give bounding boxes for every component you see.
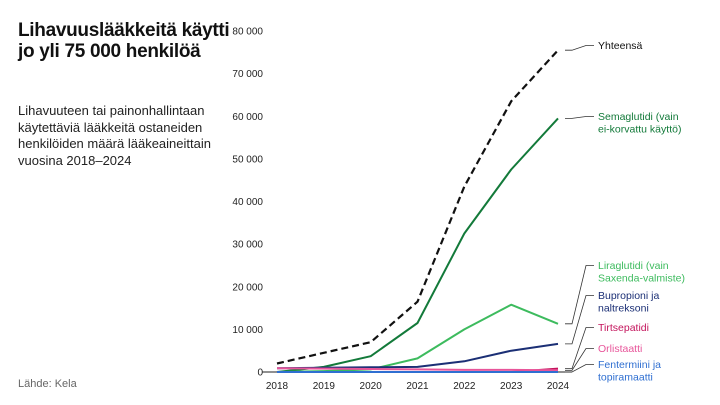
series-label-semaglutide: Semaglutidi (vain ei-korvattu käyttö) bbox=[598, 111, 681, 136]
x-tick-label: 2021 bbox=[406, 381, 429, 392]
series-label-line: Tirtsepatidi bbox=[598, 322, 649, 334]
series-label-line: Liraglutidi (vain bbox=[598, 260, 669, 272]
x-tick-label: 2024 bbox=[547, 381, 570, 392]
leader-line-orlistat bbox=[565, 348, 594, 371]
x-tick-label: 2018 bbox=[266, 381, 289, 392]
series-label-line: Orlistaatti bbox=[598, 343, 642, 355]
y-tick-label: 0 bbox=[257, 368, 263, 379]
series-label-line: Saxenda-valmiste) bbox=[598, 273, 685, 285]
x-tick-label: 2022 bbox=[453, 381, 476, 392]
series-line-bupropion bbox=[276, 342, 559, 370]
leader-line-liraglutide bbox=[565, 265, 594, 325]
y-tick-label: 20 000 bbox=[232, 282, 263, 293]
y-tick-label: 80 000 bbox=[232, 27, 263, 38]
label-layer: Yhteensä Semaglutidi (vain ei-korvattu käy… bbox=[565, 40, 685, 384]
axis-layer: 0 10 000 20 000 30 000 40 000 50 000 60 000 70 … bbox=[232, 27, 572, 392]
leader-line-semaglutide bbox=[565, 116, 594, 119]
x-tick-label: 2019 bbox=[313, 381, 336, 392]
y-tick-label: 30 000 bbox=[232, 240, 263, 251]
leader-line-phentermine bbox=[565, 364, 594, 373]
y-tick-label: 60 000 bbox=[232, 112, 263, 123]
y-tick-label: 10 000 bbox=[232, 325, 263, 336]
series-label-line: naltreksoni bbox=[598, 303, 649, 315]
leader-line-total bbox=[565, 45, 594, 51]
chart-subtitle: Lihavuuteen tai painonhallintaan käytett… bbox=[18, 103, 211, 168]
series-label-line: Bupropioni ja bbox=[598, 290, 659, 302]
series-layer bbox=[276, 49, 559, 373]
leader-line-tirzepatide bbox=[565, 327, 594, 370]
leader-line-bupropion bbox=[565, 295, 594, 345]
series-label-liraglutide: Liraglutidi (vain Saxenda-valmiste) bbox=[598, 260, 685, 285]
series-line-liraglutide bbox=[276, 303, 559, 373]
series-label-line: ei-korvattu käyttö) bbox=[598, 124, 681, 136]
chart-title: Lihavuuslääkkeitä käytti jo yli 75 000 h… bbox=[18, 20, 230, 62]
series-label-line: Fentermiini ja bbox=[598, 359, 661, 371]
y-tick-label: 70 000 bbox=[232, 69, 263, 80]
series-label-tirzepatide: Tirtsepatidi bbox=[598, 322, 649, 334]
x-tick-label: 2023 bbox=[500, 381, 523, 392]
series-line-semaglutide bbox=[276, 117, 559, 373]
x-tick-label: 2020 bbox=[360, 381, 383, 392]
series-label-bupropion: Bupropioni ja naltreksoni bbox=[598, 290, 659, 315]
series-label-orlistat: Orlistaatti bbox=[598, 343, 642, 355]
y-tick-label: 40 000 bbox=[232, 197, 263, 208]
series-label-phentermine: Fentermiini ja topiramaatti bbox=[598, 359, 661, 384]
series-label-line: topiramaatti bbox=[598, 372, 653, 384]
series-line-total bbox=[276, 49, 559, 365]
series-label-total: Yhteensä bbox=[598, 40, 643, 52]
y-tick-label: 50 000 bbox=[232, 154, 263, 165]
source-note: Lähde: Kela bbox=[18, 378, 77, 390]
series-line-orlistat bbox=[276, 367, 559, 372]
series-label-line: Yhteensä bbox=[598, 40, 643, 52]
series-label-line: Semaglutidi (vain bbox=[598, 111, 679, 123]
